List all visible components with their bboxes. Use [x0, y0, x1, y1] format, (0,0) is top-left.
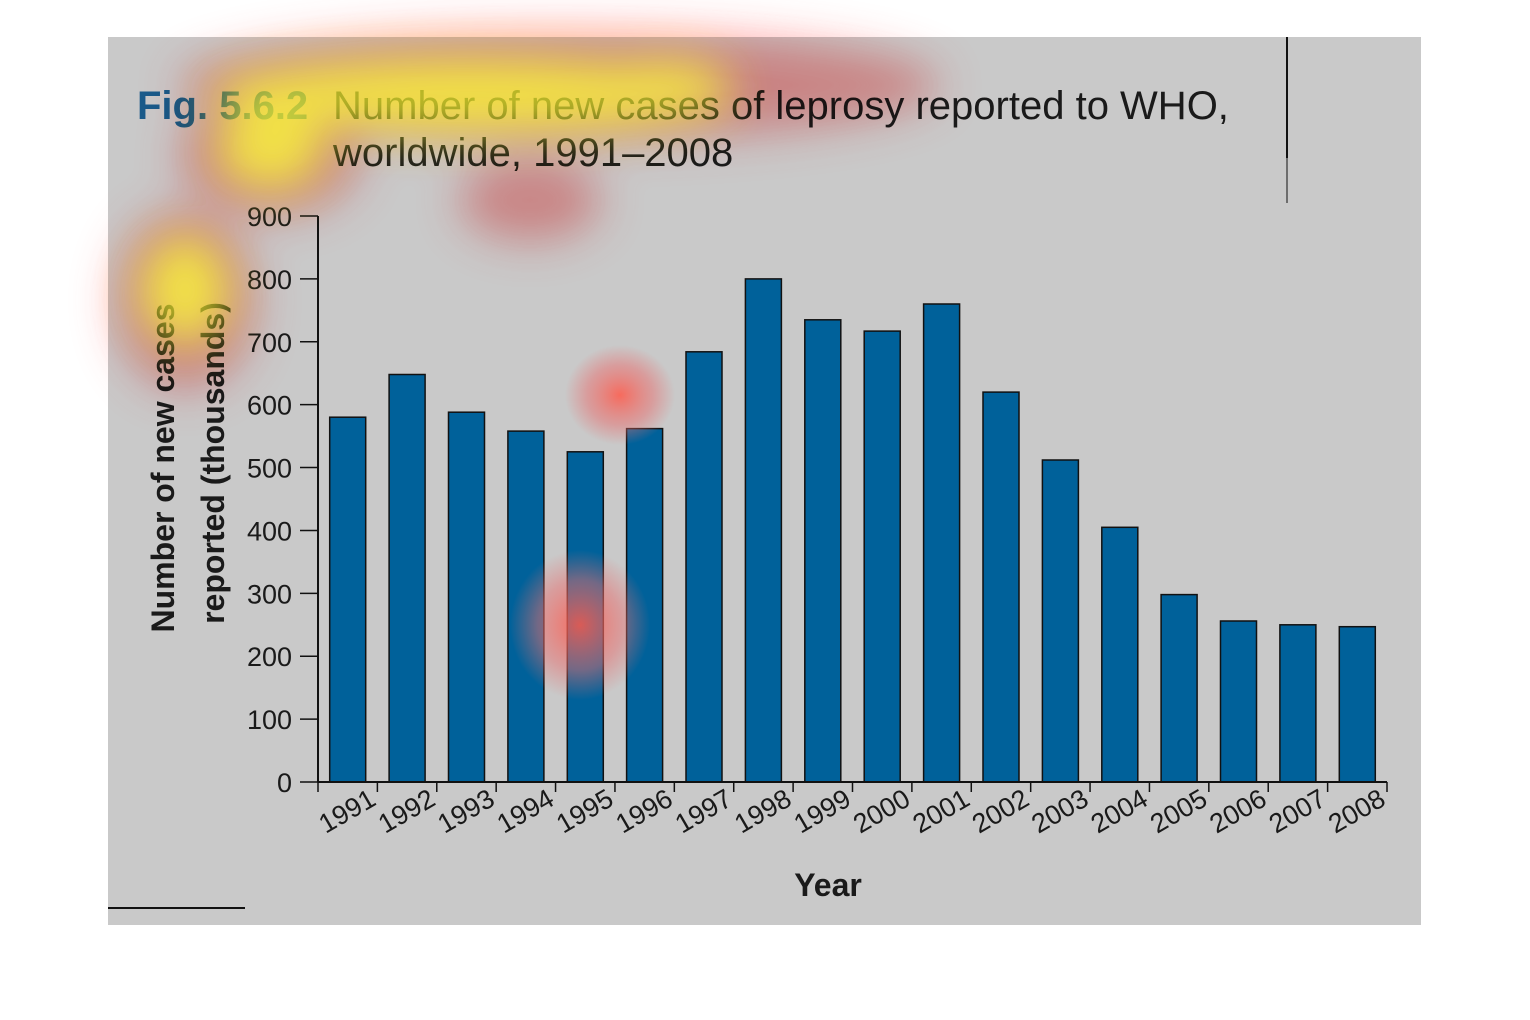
bar-1991	[328, 416, 367, 783]
x-tick-label: 1999	[789, 783, 856, 839]
x-tick-label: 2004	[1086, 783, 1153, 839]
x-tick-label: 2008	[1323, 783, 1390, 839]
bar-1998	[744, 278, 783, 783]
y-tick-label: 200	[247, 642, 292, 672]
bar-2002	[982, 391, 1020, 783]
x-tick-label: 1995	[551, 783, 618, 839]
bar-2008	[1338, 625, 1377, 783]
bar-1997	[685, 351, 723, 783]
y-tick-label: 700	[247, 328, 292, 358]
attention-heatmap-spot	[510, 550, 650, 700]
y-tick-label: 400	[247, 516, 292, 546]
attention-heatmap-spot	[565, 345, 675, 445]
x-tick-label: 1993	[432, 783, 499, 839]
y-tick-label: 600	[247, 391, 292, 421]
x-tick-label: 1996	[611, 783, 678, 839]
y-tick-label: 300	[247, 579, 292, 609]
x-tick-label: 1994	[492, 783, 559, 839]
bar-2000	[863, 330, 901, 783]
x-ticks-group: 1991199219931994199519961997199819992000…	[314, 782, 1390, 839]
x-axis-title: Year	[794, 867, 862, 903]
attention-heatmap-highlight	[140, 57, 730, 345]
bar-2007	[1279, 624, 1317, 783]
bar-1999	[804, 319, 842, 783]
bar-1992	[388, 373, 426, 783]
x-tick-label: 2006	[1204, 783, 1271, 839]
x-tick-label: 2007	[1264, 783, 1331, 839]
x-tick-label: 2005	[1145, 783, 1212, 839]
x-tick-label: 2002	[967, 783, 1034, 839]
y-tick-label: 0	[277, 768, 292, 798]
x-tick-label: 2001	[908, 783, 975, 839]
bar-2005	[1160, 593, 1198, 783]
x-tick-label: 1991	[314, 783, 381, 839]
bar-2003	[1041, 459, 1080, 783]
x-tick-label: 1998	[729, 783, 796, 839]
x-tick-label: 1992	[373, 783, 440, 839]
bars-group	[328, 278, 1377, 783]
x-tick-label: 2003	[1026, 783, 1093, 839]
bar-2001	[922, 303, 961, 783]
x-tick-label: 2000	[848, 783, 915, 839]
y-tick-label: 500	[247, 454, 292, 484]
bar-1993	[447, 411, 486, 783]
bar-2006	[1219, 620, 1258, 783]
y-tick-label: 100	[247, 705, 292, 735]
x-tick-label: 1997	[670, 783, 737, 839]
bar-2004	[1101, 526, 1139, 783]
